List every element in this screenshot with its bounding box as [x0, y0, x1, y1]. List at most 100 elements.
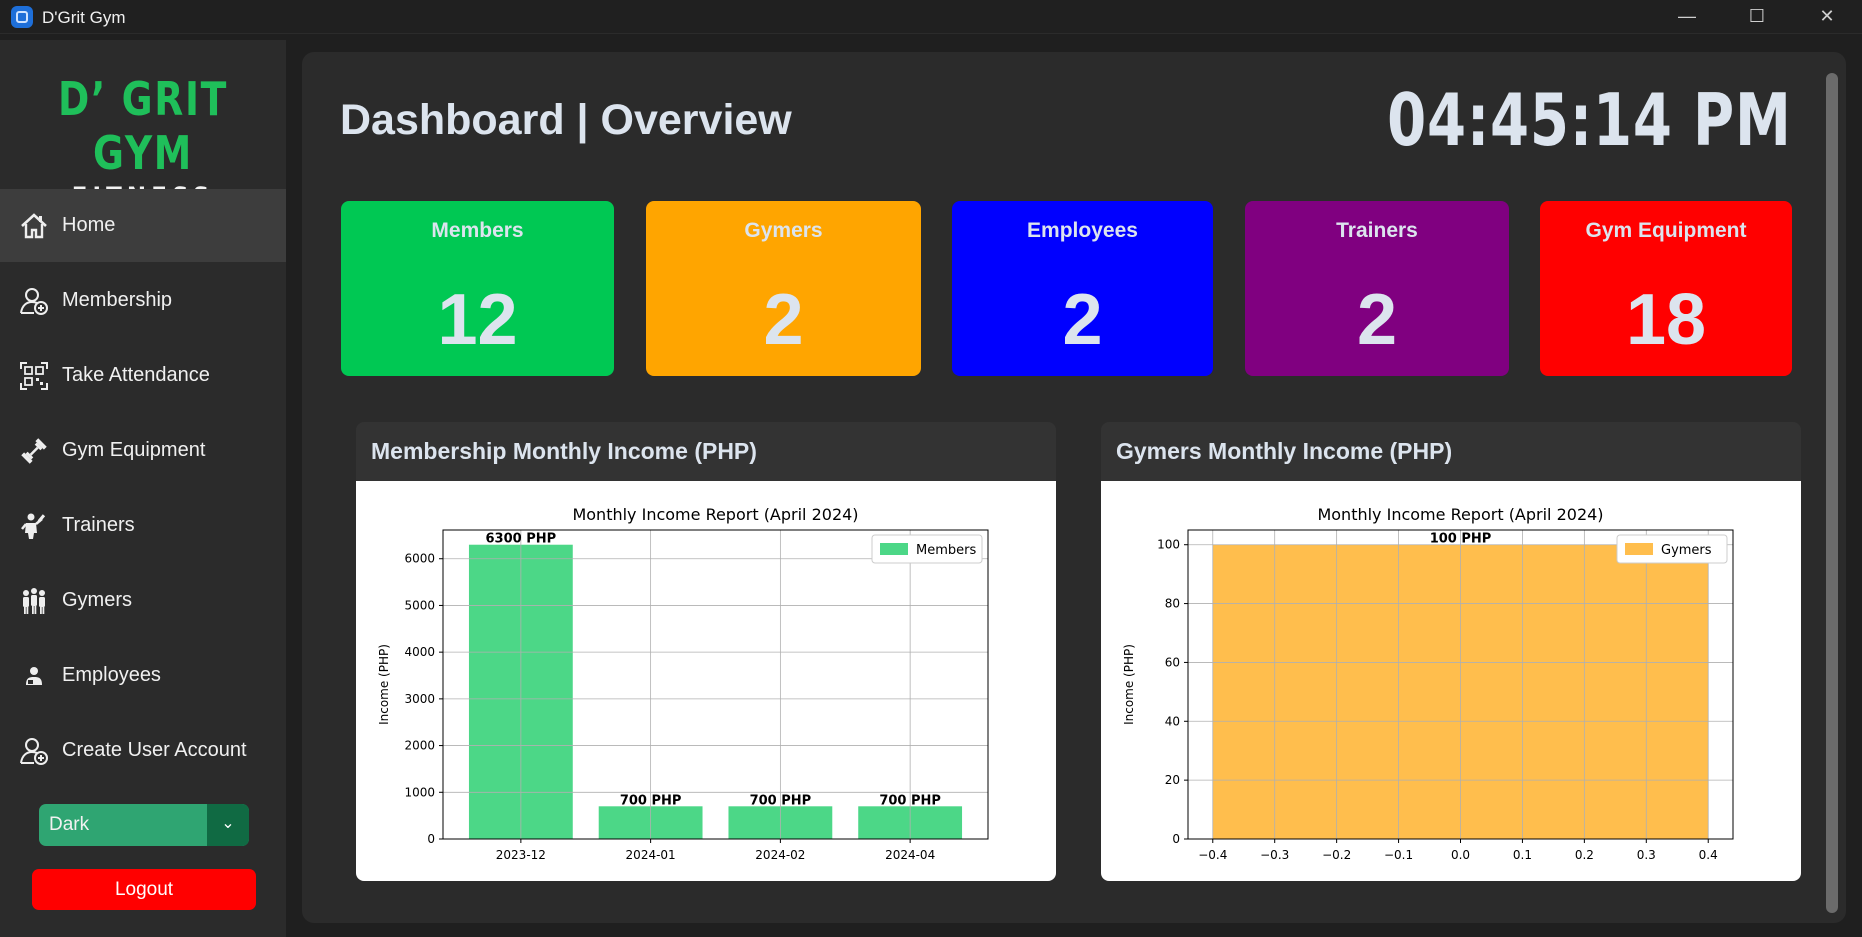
sidebar-item-create-user-account[interactable]: Create User Account [0, 714, 286, 787]
sidebar-item-membership[interactable]: Membership [0, 264, 286, 337]
clock: 04:45:14 PM [1387, 78, 1792, 162]
plot-frame [442, 529, 989, 840]
theme-select-value: Dark [49, 814, 90, 835]
x-tick-label: 2024-04 [885, 848, 935, 862]
sidebar-item-home[interactable]: Home [0, 189, 286, 262]
stat-value: 12 [437, 280, 518, 360]
x-tick-label: 0.4 [1699, 848, 1718, 862]
sidebar-item-label: Trainers [62, 514, 135, 536]
main-scrollbar[interactable] [1826, 73, 1838, 913]
sidebar: D’ GRIT GYM FITNESS Home Membership Take… [0, 40, 286, 937]
chart-title: Monthly Income Report (April 2024) [572, 505, 858, 524]
y-tick-label: 20 [1165, 773, 1180, 787]
x-tick-label: −0.1 [1384, 848, 1413, 862]
membership-income-chart: Monthly Income Report (April 2024) Income… [377, 505, 989, 862]
y-tick-label: 5000 [404, 598, 435, 612]
data-label: 700 PHP [750, 793, 812, 808]
logo-title: D’ GRIT GYM [57, 72, 229, 180]
y-tick-label: 2000 [404, 739, 435, 753]
x-tick-label: −0.2 [1322, 848, 1351, 862]
minimize-button[interactable]: — [1678, 6, 1696, 26]
sidebar-item-gymers[interactable]: Gymers [0, 564, 286, 637]
legend-label: Members [916, 543, 976, 558]
legend-label: Gymers [1661, 543, 1712, 558]
stat-value: 18 [1625, 280, 1707, 360]
employee-icon [17, 659, 51, 693]
y-axis-label: Income (PHP) [1122, 644, 1136, 725]
stat-card-gym-equipment: Gym Equipment 18 [1540, 201, 1792, 376]
sidebar-item-employees[interactable]: Employees [0, 639, 286, 712]
legend-box [871, 534, 983, 564]
sidebar-item-take-attendance[interactable]: Take Attendance [0, 339, 286, 412]
sidebar-item-label: Gym Equipment [62, 439, 206, 461]
y-tick-label: 4000 [404, 645, 435, 659]
stat-card-trainers: Trainers 2 [1245, 201, 1509, 376]
chart-title: Monthly Income Report (April 2024) [1317, 505, 1603, 524]
y-tick-label: 80 [1165, 597, 1180, 611]
home-icon [17, 209, 51, 243]
chart-card-title: Gymers Monthly Income (PHP) [1116, 438, 1453, 464]
membership-income-card: Membership Monthly Income (PHP) Monthly … [356, 422, 1056, 881]
x-tick-label: 0.2 [1575, 848, 1594, 862]
close-button[interactable]: ✕ [1819, 6, 1835, 26]
window-titlebar: D'Grit Gym — ☐ ✕ [0, 0, 1862, 34]
sidebar-item-trainers[interactable]: Trainers [0, 489, 286, 562]
y-tick-label: 3000 [404, 692, 435, 706]
logout-button[interactable]: Logout [32, 869, 256, 910]
gymers-income-chart: Monthly Income Report (April 2024) Income… [1122, 505, 1734, 862]
x-tick-label: 2024-02 [755, 848, 805, 862]
stat-label: Gym Equipment [1585, 219, 1747, 242]
membership-income-plot: Monthly Income Report (April 2024) Income… [356, 481, 1056, 881]
stat-label: Employees [1027, 219, 1138, 242]
data-label: 700 PHP [620, 793, 682, 808]
gymers-income-card: Gymers Monthly Income (PHP) Monthly Inco… [1101, 422, 1801, 881]
stat-value: 2 [1356, 280, 1398, 360]
x-tick-label: 0.0 [1451, 848, 1470, 862]
trainer-icon [17, 509, 51, 543]
sidebar-item-label: Membership [62, 289, 173, 311]
y-tick-label: 60 [1165, 655, 1180, 669]
app-icon [11, 6, 33, 28]
legend-swatch [1625, 543, 1653, 555]
sidebar-item-label: Create User Account [62, 739, 247, 761]
legend-box [1616, 534, 1728, 564]
add-user-icon [17, 734, 51, 768]
y-axis-label: Income (PHP) [377, 644, 391, 725]
sidebar-item-label: Employees [62, 664, 161, 686]
x-tick-label: −0.3 [1260, 848, 1289, 862]
stat-label: Trainers [1336, 219, 1418, 242]
stat-card-employees: Employees 2 [952, 201, 1213, 376]
data-label: 700 PHP [879, 793, 941, 808]
stat-value: 2 [763, 280, 804, 360]
sidebar-item-label: Home [62, 214, 116, 236]
maximize-button[interactable]: ☐ [1748, 6, 1766, 26]
stat-card-members: Members 12 [341, 201, 614, 376]
theme-select[interactable]: Dark ⌄ [39, 804, 249, 846]
x-tick-label: 2024-01 [626, 848, 676, 862]
legend-swatch [880, 543, 908, 555]
y-tick-label: 1000 [404, 785, 435, 799]
dumbbell-icon [17, 434, 51, 468]
y-tick-label: 40 [1165, 714, 1180, 728]
window-title: D'Grit Gym [42, 8, 126, 27]
sidebar-item-label: Gymers [62, 589, 132, 611]
y-tick-label: 0 [1172, 832, 1180, 846]
stat-value: 2 [1062, 280, 1103, 360]
data-label: 6300 PHP [486, 532, 557, 547]
y-tick-label: 6000 [404, 552, 435, 566]
group-icon [17, 584, 51, 618]
page-title: Dashboard | Overview [340, 96, 792, 144]
y-tick-label: 100 [1157, 538, 1180, 552]
x-tick-label: 0.1 [1513, 848, 1532, 862]
chart-card-title: Membership Monthly Income (PHP) [371, 438, 757, 464]
stat-label: Gymers [744, 219, 823, 242]
qr-code-icon [17, 359, 51, 393]
data-label: 100 PHP [1430, 532, 1492, 547]
sidebar-item-label: Take Attendance [62, 364, 210, 386]
y-tick-label: 0 [427, 832, 435, 846]
x-tick-label: 2023-12 [496, 848, 546, 862]
chevron-down-icon[interactable]: ⌄ [207, 804, 249, 846]
add-user-icon [17, 284, 51, 318]
gymers-income-plot: Monthly Income Report (April 2024) Income… [1101, 481, 1801, 881]
sidebar-item-gym-equipment[interactable]: Gym Equipment [0, 414, 286, 487]
